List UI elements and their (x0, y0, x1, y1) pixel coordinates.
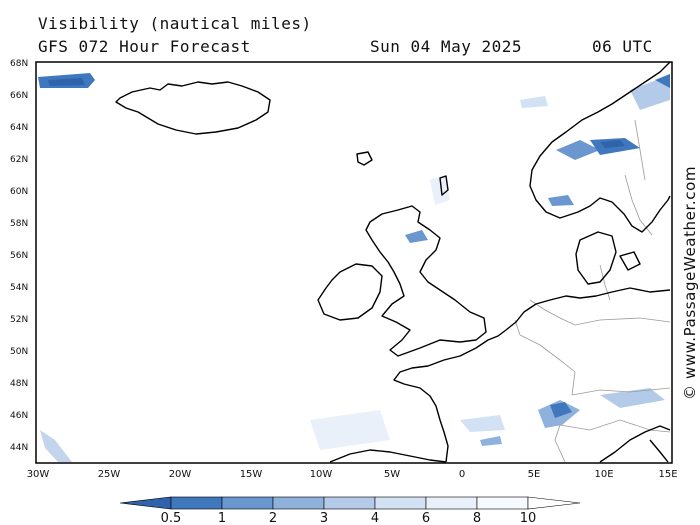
map-frame (35, 61, 673, 464)
lon-label-25w: 25W (98, 469, 121, 480)
legend-label-5: 6 (422, 511, 430, 525)
map-title: Visibility (nautical miles) (38, 14, 312, 33)
legend-swatch-2 (221, 496, 274, 510)
great-britain-coast (365, 205, 487, 357)
copyright-watermark: © www.PassageWeather.com (681, 165, 699, 400)
lat-label-56: 56N (10, 251, 28, 261)
denmark-coast (575, 231, 617, 285)
lon-label-20w: 20W (169, 469, 192, 480)
legend-swatch-3 (272, 496, 325, 510)
legend-label-6: 8 (473, 511, 481, 525)
visibility-legend: 0.5 1 2 3 4 6 8 10 (119, 496, 581, 525)
latitude-axis: 44N 46N 48N 50N 52N 54N 56N 58N 60N 62N … (10, 59, 28, 453)
iceland-coast (115, 81, 271, 135)
lat-label-64: 64N (10, 123, 28, 133)
longitude-axis: 30W 25W 20W 15W 10W 5W 0 5E 10E 15E (27, 469, 678, 480)
lat-label-66: 66N (10, 91, 28, 101)
lat-label-60: 60N (10, 187, 28, 197)
lat-label-54: 54N (10, 283, 28, 293)
continent-coast (393, 287, 671, 463)
legend-swatch-5 (374, 496, 427, 510)
legend-label-3: 3 (320, 511, 328, 525)
lon-label-15e: 15E (658, 469, 677, 480)
lon-label-10e: 10E (594, 469, 613, 480)
lat-label-52: 52N (10, 315, 28, 325)
lat-label-68: 68N (10, 59, 28, 69)
lat-label-48: 48N (10, 379, 28, 389)
ireland-coast (317, 263, 383, 321)
lon-label-5w: 5W (384, 469, 400, 480)
forecast-time: 06 UTC (592, 37, 653, 56)
legend-label-2: 2 (269, 511, 277, 525)
lat-label-58: 58N (10, 219, 28, 229)
legend-swatch-0 (119, 496, 172, 510)
legend-swatch-8 (527, 496, 581, 510)
lat-label-50: 50N (10, 347, 28, 357)
legend-swatch-4 (323, 496, 376, 510)
lon-label-5e: 5E (528, 469, 541, 480)
lon-label-0: 0 (459, 469, 465, 480)
scandinavia-coast (529, 61, 671, 233)
visibility-shading (38, 73, 670, 462)
lat-label-44: 44N (10, 443, 28, 453)
lon-label-15w: 15W (240, 469, 263, 480)
legend-label-7: 10 (520, 511, 537, 525)
legend-label-4: 4 (371, 511, 379, 525)
legend-swatch-6 (425, 496, 478, 510)
legend-label-0: 0.5 (161, 511, 182, 525)
lon-label-10w: 10W (310, 469, 333, 480)
legend-swatch-7 (476, 496, 529, 510)
lat-label-46: 46N (10, 411, 28, 421)
country-borders (514, 119, 671, 463)
coastlines (115, 61, 671, 463)
legend-label-1: 1 (218, 511, 226, 525)
forecast-date: Sun 04 May 2025 (370, 37, 522, 56)
lat-label-62: 62N (10, 155, 28, 165)
lon-label-30w: 30W (27, 469, 50, 480)
legend-swatch-1 (170, 496, 223, 510)
forecast-label: GFS 072 Hour Forecast (38, 37, 251, 56)
